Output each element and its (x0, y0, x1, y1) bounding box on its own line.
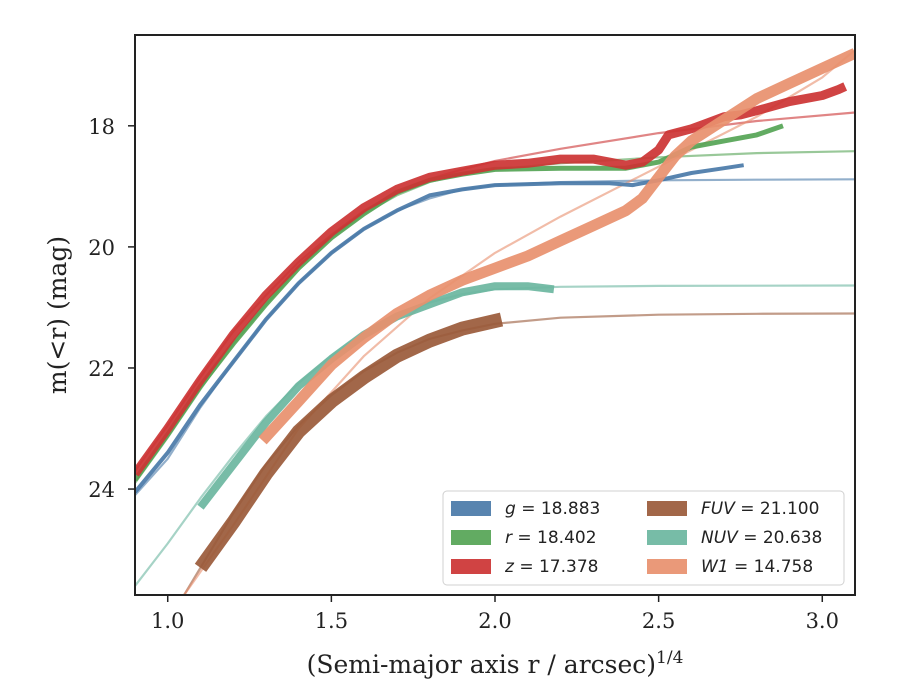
profile-band-z (135, 82, 848, 477)
legend-label-w1: W1 = 14.758 (701, 557, 813, 577)
legend-label-z: z = 17.378 (504, 557, 598, 577)
x-tick-label: 2.5 (642, 609, 675, 633)
y-tick-label: 24 (88, 478, 115, 502)
legend-swatch-w1 (647, 559, 687, 574)
y-axis-label: m(<r) (mag) (43, 236, 72, 394)
legend-label-nuv: NUV = 20.638 (701, 528, 822, 548)
x-axis-label-exponent: 1/4 (656, 648, 683, 668)
x-axis-label: (Semi-major axis r / arcsec)1/4 (307, 648, 684, 679)
legend-swatch-g (451, 501, 491, 516)
x-tick-label: 1.0 (151, 609, 184, 633)
x-axis: 1.0 1.5 2.0 2.5 3.0 (151, 595, 839, 633)
legend-label-r: r = 18.402 (505, 528, 597, 548)
legend: g = 18.883 r = 18.402 z = 17.378 FUV = 21.1… (442, 490, 845, 586)
legend-swatch-z (451, 559, 491, 574)
x-tick-label: 2.0 (478, 609, 511, 633)
legend-frame (442, 490, 845, 586)
y-tick-label: 22 (88, 357, 115, 381)
legend-swatch-nuv (647, 530, 687, 545)
profile-band-g (135, 163, 745, 494)
y-tick-label: 18 (88, 115, 115, 139)
profile-band-r (135, 123, 784, 482)
profile-curves (135, 48, 855, 572)
x-tick-label: 1.5 (315, 609, 348, 633)
profile-band-w1 (258, 48, 855, 445)
x-tick-label: 3.0 (806, 609, 839, 633)
y-tick-label: 20 (88, 236, 115, 260)
legend-label-fuv: FUV = 21.100 (701, 499, 819, 519)
profile-band-fuv (194, 312, 504, 572)
legend-swatch-r (451, 530, 491, 545)
legend-swatch-fuv (647, 501, 687, 516)
legend-label-g: g = 18.883 (505, 499, 600, 519)
y-axis: 18 20 22 24 (88, 115, 135, 502)
x-axis-label-text: (Semi-major axis r / arcsec) (307, 650, 656, 679)
